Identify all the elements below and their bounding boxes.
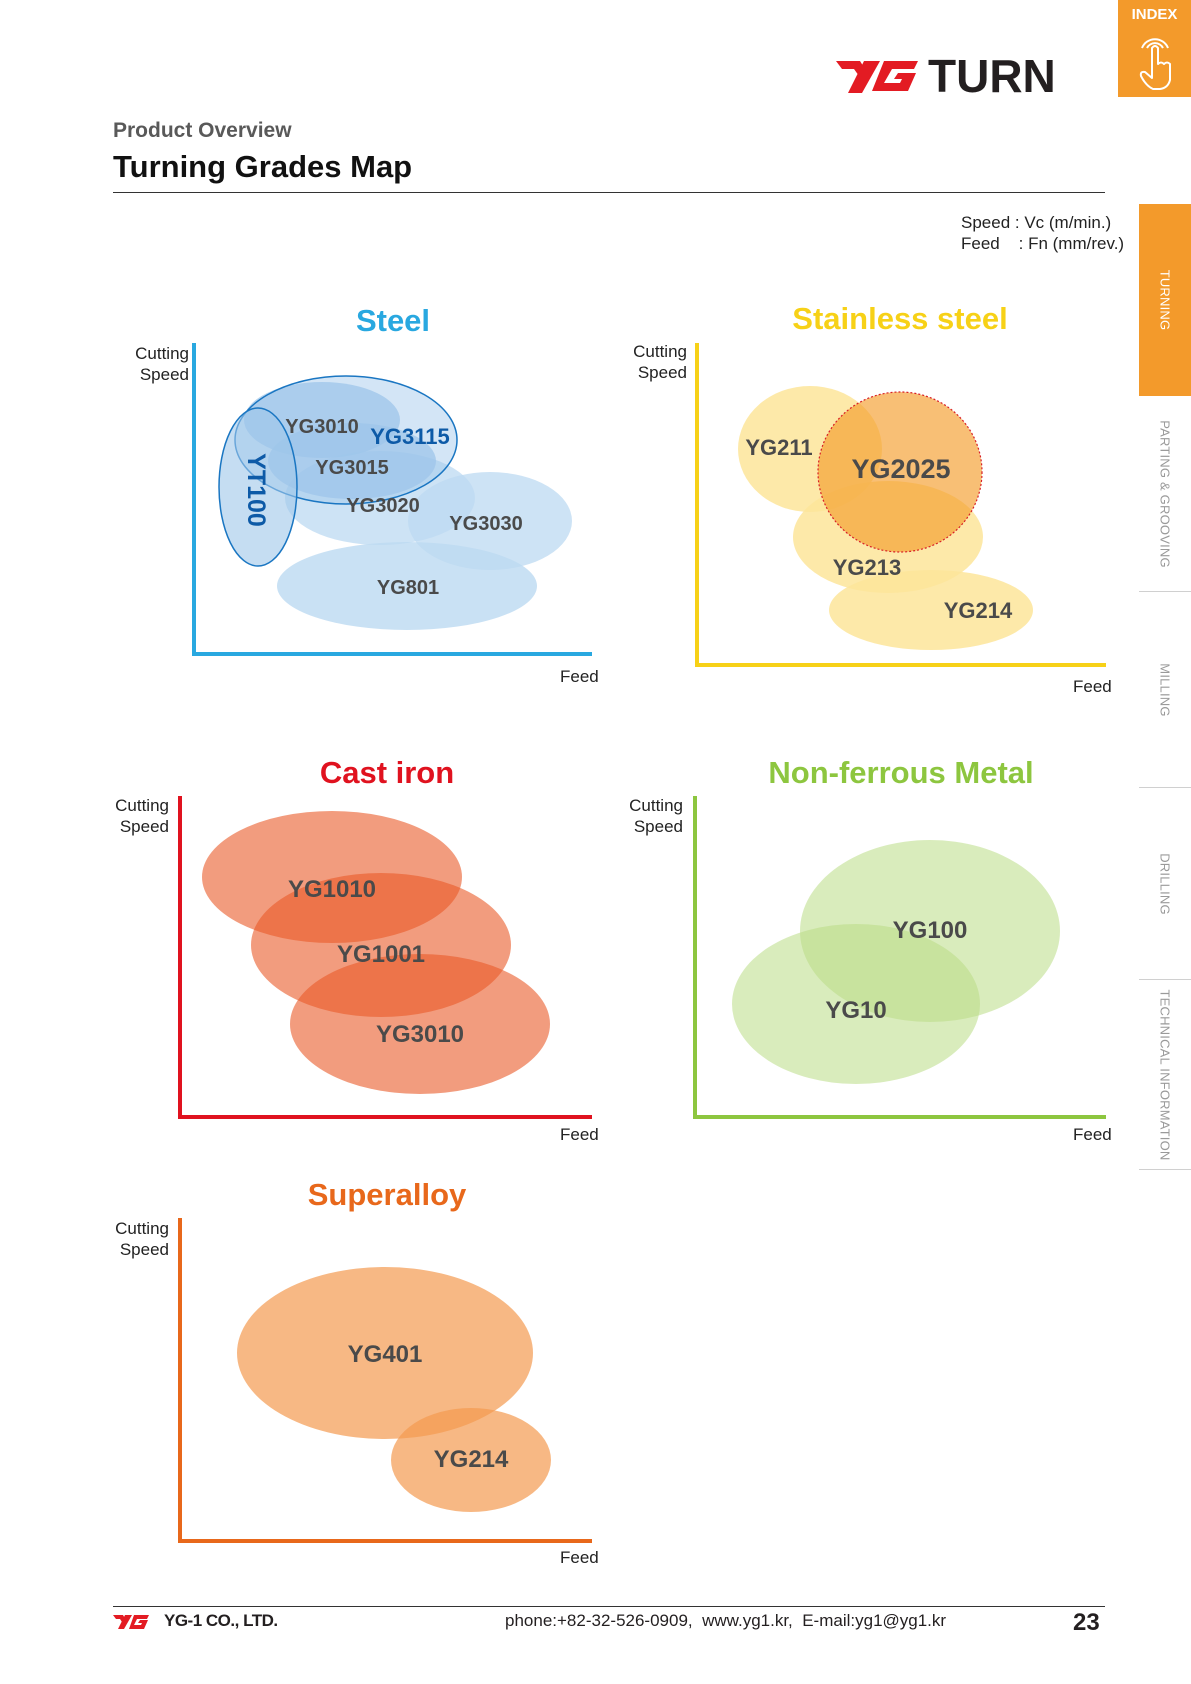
region-yg211 xyxy=(738,386,882,512)
label-yg3010: YG3010 xyxy=(376,1021,464,1048)
feed-unit: Feed : Fn (mm/rev.) xyxy=(961,234,1125,253)
svg-text:TURN: TURN xyxy=(928,53,1056,97)
company-name: YG-1 CO., LTD. xyxy=(164,1611,278,1630)
chart-title-stainless-steel: Stainless steel xyxy=(792,301,1008,336)
region-yt100 xyxy=(218,407,298,567)
label-yg2025: YG2025 xyxy=(851,454,950,484)
region-yg214-superalloy xyxy=(391,1408,551,1512)
index-tab[interactable]: INDEX xyxy=(1118,0,1191,97)
label-yg401: YG401 xyxy=(348,1341,423,1368)
yg-logo-icon xyxy=(113,1615,149,1629)
region-yg214 xyxy=(829,570,1033,650)
y-axis-label: Cutting Speed xyxy=(115,1219,169,1259)
region-yg3010 xyxy=(244,382,400,458)
label-yg100: YG100 xyxy=(893,917,968,944)
nav-milling[interactable]: MILLING xyxy=(1139,592,1191,788)
side-navigation: TURNING PARTING & GROOVING MILLING DRILL… xyxy=(1139,204,1191,1170)
label-yg211: YG211 xyxy=(745,435,812,460)
axes-non-ferrous xyxy=(693,796,1106,1119)
axes-stainless xyxy=(695,343,1106,667)
nav-label: PARTING & GROOVING xyxy=(1157,419,1173,568)
region-yg3015 xyxy=(268,423,436,499)
region-yg3115 xyxy=(234,375,458,505)
yg-turn-logo: TURN xyxy=(836,53,1056,97)
label-yg10: YG10 xyxy=(825,997,886,1024)
label-yg3010: YG3010 xyxy=(285,416,358,438)
nav-label: MILLING xyxy=(1157,662,1173,717)
title-divider xyxy=(113,192,1105,193)
label-yt100: YT100 xyxy=(242,453,270,527)
x-axis-label: Feed xyxy=(560,1125,599,1144)
x-axis-label: Feed xyxy=(1073,1125,1112,1144)
footer-divider xyxy=(113,1606,1105,1607)
region-yg2025 xyxy=(817,391,983,553)
region-yg213 xyxy=(793,481,983,593)
axes-superalloy xyxy=(178,1218,592,1543)
y-axis-label: Cutting Speed xyxy=(629,796,683,836)
x-axis-label: Feed xyxy=(1073,677,1112,696)
label-yg3030: YG3030 xyxy=(449,513,522,535)
page-number: 23 xyxy=(1073,1609,1100,1636)
label-yg213: YG213 xyxy=(833,555,902,580)
index-label: INDEX xyxy=(1131,6,1178,23)
x-axis-label: Feed xyxy=(560,1548,599,1567)
nav-label: TURNING xyxy=(1157,269,1173,331)
chart-title-cast-iron: Cast iron xyxy=(319,755,455,790)
hand-pointer-icon xyxy=(1139,38,1171,90)
label-yg3115: YG3115 xyxy=(370,424,450,449)
region-yg10 xyxy=(732,924,980,1084)
label-yg3020: YG3020 xyxy=(346,495,419,517)
section-label: Product Overview xyxy=(113,119,292,142)
region-yg3020 xyxy=(285,451,475,545)
page-title: Turning Grades Map xyxy=(113,149,413,184)
y-axis-label: Cutting Speed xyxy=(115,796,169,836)
nav-drilling[interactable]: DRILLING xyxy=(1139,788,1191,980)
units-legend: Speed : Vc (m/min.) Feed : Fn (mm/rev.) xyxy=(961,212,1124,254)
chart-title-steel: Steel xyxy=(355,303,431,338)
label-yg801: YG801 xyxy=(377,577,439,599)
contact-info: phone:+82-32-526-0909, www.yg1.kr, E-mai… xyxy=(505,1611,947,1630)
nav-technical-information[interactable]: TECHNICAL INFORMATION xyxy=(1139,980,1191,1170)
axes-cast-iron xyxy=(178,796,592,1119)
region-yg801 xyxy=(277,542,537,630)
label-yg214: YG214 xyxy=(944,598,1013,623)
nav-turning[interactable]: TURNING xyxy=(1139,204,1191,396)
chart-title-superalloy: Superalloy xyxy=(307,1177,467,1212)
label-yg1001: YG1001 xyxy=(337,941,425,968)
region-yg100 xyxy=(800,840,1060,1022)
label-yg1010: YG1010 xyxy=(288,876,376,903)
y-axis-label: Cutting Speed xyxy=(633,342,687,382)
label-yg3015: YG3015 xyxy=(315,457,388,479)
label-yg214: YG214 xyxy=(434,1446,509,1473)
speed-unit: Speed : Vc (m/min.) xyxy=(961,213,1112,232)
region-yg401 xyxy=(237,1267,533,1439)
region-yg3010-cast xyxy=(290,954,550,1094)
x-axis-label: Feed xyxy=(560,667,599,686)
nav-parting-grooving[interactable]: PARTING & GROOVING xyxy=(1139,396,1191,592)
axes-steel xyxy=(192,343,592,656)
nav-label: TECHNICAL INFORMATION xyxy=(1157,988,1173,1161)
chart-title-non-ferrous-metal: Non-ferrous Metal xyxy=(768,755,1034,790)
region-yg1001 xyxy=(251,873,511,1017)
region-yg3030 xyxy=(408,472,572,570)
region-yg1010 xyxy=(202,811,462,943)
nav-label: DRILLING xyxy=(1157,852,1173,915)
y-axis-label: Cutting Speed xyxy=(135,344,189,384)
